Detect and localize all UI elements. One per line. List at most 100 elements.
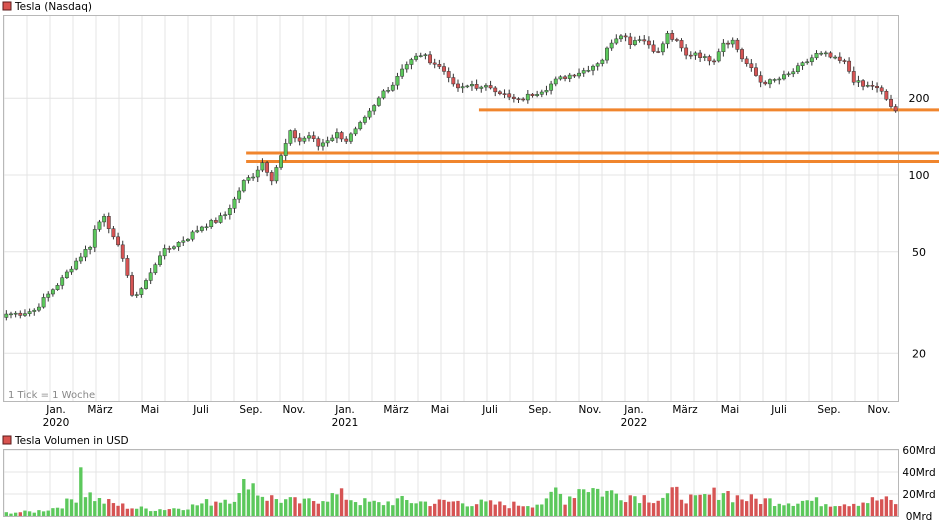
volume-bar — [656, 500, 660, 516]
price-y-axis: 20 50 100 200 — [909, 92, 930, 360]
candle — [516, 98, 521, 100]
candle — [749, 63, 754, 69]
volume-bar — [204, 499, 209, 516]
volume-bar — [311, 501, 316, 516]
candle — [558, 76, 563, 80]
candle — [172, 246, 176, 249]
candle — [311, 135, 316, 139]
candle — [712, 60, 717, 63]
candle — [302, 137, 307, 142]
volume-bar — [288, 497, 293, 516]
volume-bar — [372, 500, 376, 516]
volume-bar — [251, 483, 255, 516]
volume-panel-frame — [3, 449, 899, 517]
volume-bar — [796, 503, 800, 516]
candle — [120, 244, 125, 259]
candle — [237, 190, 242, 200]
candle — [525, 93, 530, 101]
volume-bar — [721, 493, 726, 516]
candle — [893, 106, 898, 112]
candle — [772, 79, 777, 81]
volume-bar — [670, 487, 674, 516]
volume-bar — [46, 510, 50, 516]
candle — [274, 167, 279, 182]
candle — [693, 52, 698, 56]
volume-bar — [474, 504, 479, 516]
volume-y-tick-label: 0Mrd — [906, 511, 933, 523]
volume-bar — [353, 502, 358, 516]
volume-bar — [442, 499, 446, 516]
candle — [60, 277, 65, 286]
volume-bar — [563, 504, 567, 516]
volume-bars — [4, 467, 898, 516]
price-grid — [3, 16, 898, 401]
volume-bar — [186, 509, 190, 516]
candle — [651, 44, 656, 52]
volume-bar — [9, 513, 13, 516]
candle — [181, 240, 186, 243]
volume-bar — [307, 498, 311, 516]
volume-bar — [614, 493, 618, 516]
volume-bar — [754, 498, 758, 516]
volume-bar — [861, 502, 865, 516]
volume-bar — [568, 496, 572, 516]
candle — [563, 76, 568, 79]
candle — [358, 122, 363, 130]
volume-bar — [651, 503, 656, 516]
candle — [786, 73, 791, 76]
candle — [400, 68, 405, 77]
volume-bar — [55, 507, 60, 516]
candle — [591, 65, 595, 71]
x-month-label: Juli — [192, 404, 209, 416]
volume-bar — [544, 498, 549, 516]
candle — [125, 258, 130, 276]
volume-bar — [619, 500, 623, 516]
volume-y-tick-label: 20Mrd — [902, 489, 935, 501]
candle — [432, 62, 437, 65]
volume-bar — [521, 506, 525, 516]
candle — [730, 39, 735, 45]
volume-bar — [153, 510, 158, 516]
candle — [158, 255, 162, 265]
candle — [465, 85, 470, 88]
volume-bar — [18, 512, 22, 516]
volume-bar — [609, 490, 614, 516]
volume-bar — [679, 499, 684, 516]
volume-bar — [395, 498, 400, 516]
candle — [293, 130, 297, 139]
candle — [69, 268, 74, 273]
volume-bar — [419, 501, 423, 516]
volume-bar — [242, 479, 246, 516]
candle — [619, 35, 623, 40]
candle — [9, 313, 13, 316]
candle — [502, 93, 507, 95]
volume-bar — [377, 502, 381, 516]
candle — [600, 59, 605, 64]
volume-bar — [330, 493, 334, 516]
candle — [800, 62, 805, 66]
candle — [684, 47, 689, 56]
volume-bar — [139, 506, 144, 516]
volume-bar — [256, 495, 260, 516]
volume-bar — [866, 503, 870, 516]
volume-bar — [293, 497, 297, 516]
candle — [251, 176, 256, 179]
x-month-label: Sep. — [817, 404, 840, 416]
candle — [442, 66, 446, 72]
candle — [279, 155, 283, 168]
volume-bar — [763, 498, 767, 516]
x-month-label: Jan. — [45, 404, 66, 416]
candle — [162, 248, 167, 257]
candle — [199, 226, 204, 231]
candle — [535, 94, 540, 96]
candle — [330, 137, 335, 141]
volume-bar — [623, 502, 628, 516]
support-lines — [246, 108, 939, 163]
candle — [362, 116, 367, 123]
volume-bar — [777, 503, 781, 516]
volume-bar — [698, 494, 702, 516]
candle — [381, 90, 386, 99]
volume-bar — [83, 497, 88, 516]
volume-bar — [116, 505, 120, 516]
volume-bar — [470, 506, 474, 516]
